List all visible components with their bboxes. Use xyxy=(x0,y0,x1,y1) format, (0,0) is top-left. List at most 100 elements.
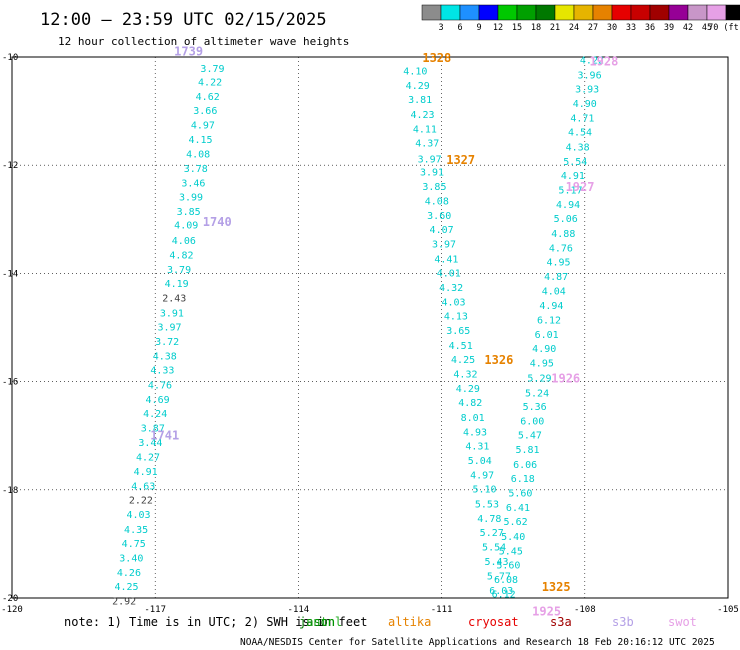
wave-height-value: 4.97 xyxy=(191,121,215,132)
colorbar-label: 30 xyxy=(607,23,617,33)
wave-height-value: 4.08 xyxy=(425,196,449,207)
pass-time-labels: 1739 1740 1741 1328 1327 1326 1325 1928 1927 1926… xyxy=(150,45,618,619)
legend-cryosat: cryosat xyxy=(468,615,519,629)
wave-height-value: 4.94 xyxy=(556,200,580,211)
wave-height-value: 3.97 xyxy=(432,240,456,251)
pass-time-label: 1926 xyxy=(551,371,580,385)
y-tick-label: -14 xyxy=(2,269,18,279)
colorbar-swatch xyxy=(649,4,670,21)
wave-height-value: 4.33 xyxy=(150,366,174,377)
colorbar-swatch xyxy=(516,4,537,21)
colorbar-swatch xyxy=(535,4,556,21)
x-tick-label: -111 xyxy=(431,605,453,615)
colorbar-label: 21 xyxy=(550,23,560,33)
colorbar-swatch xyxy=(478,4,499,21)
wave-height-value: 3.91 xyxy=(160,308,184,319)
wave-height-value: 4.95 xyxy=(546,257,570,268)
wave-height-value: 4.32 xyxy=(439,283,463,294)
wave-height-value: 3.93 xyxy=(575,84,599,95)
colorbar-swatch xyxy=(725,4,740,21)
wave-height-value: 6.12 xyxy=(492,590,516,601)
wave-height-value: 5.81 xyxy=(515,445,539,456)
wave-height-value: 5.60 xyxy=(496,560,520,571)
colorbar-swatch xyxy=(421,4,442,21)
footnote: note: 1) Time is in UTC; 2) SWH is in fe… xyxy=(64,615,367,629)
axis-ticks: -120 -117 -114 -111 -108 -105 -10 -12 -14 -16 -18 -… xyxy=(1,53,739,615)
colorbar-label: 12 xyxy=(493,23,503,33)
wave-height-value: 6.08 xyxy=(494,575,518,586)
colorbar-label: 24 xyxy=(569,23,579,33)
colorbar-swatch xyxy=(459,4,480,21)
wave-height-value: 4.82 xyxy=(169,250,193,261)
wave-height-value: 4.07 xyxy=(430,225,454,236)
wave-height-value: 6.18 xyxy=(511,474,535,485)
wave-height-value: 4.01 xyxy=(437,268,461,279)
colorbar-label: 27 xyxy=(588,23,598,33)
wave-height-value: 4.94 xyxy=(539,301,563,312)
wave-height-value: 4.08 xyxy=(186,149,210,160)
wave-height-value: 3.78 xyxy=(184,164,208,175)
wave-height-value: 4.10 xyxy=(403,67,427,78)
wave-height-value: 3.97 xyxy=(418,155,442,166)
colorbar-label: 42 xyxy=(683,23,693,33)
wave-height-value: 2.43 xyxy=(162,294,186,305)
wave-height-value: 4.11 xyxy=(413,124,437,135)
wave-height-value: 4.41 xyxy=(434,254,458,265)
wave-height-value: 5.29 xyxy=(527,373,551,384)
colorbar-label: 45 xyxy=(702,23,712,33)
wave-height-value: 4.63 xyxy=(131,481,155,492)
wave-height-value: 3.99 xyxy=(179,193,203,204)
wave-height-value: 3.85 xyxy=(422,182,446,193)
wave-height-value: 4.54 xyxy=(568,128,592,139)
wave-height-value: 2.22 xyxy=(129,496,153,507)
wave-height-value: 4.26 xyxy=(117,568,141,579)
wave-height-value: 4.90 xyxy=(532,344,556,355)
wave-height-value: 5.54 xyxy=(563,157,587,168)
wave-height-value: 3.66 xyxy=(193,106,217,117)
wave-height-value: 4.27 xyxy=(136,452,160,463)
wave-height-value: 6.00 xyxy=(520,417,544,428)
wave-height-value: 4.09 xyxy=(174,221,198,232)
wave-height-value: 4.29 xyxy=(406,81,430,92)
wave-height-value: 5.53 xyxy=(475,499,499,510)
wave-height-value: 5.04 xyxy=(468,456,492,467)
colorbar-swatch xyxy=(497,4,518,21)
colorbar-label: 6 xyxy=(457,23,462,33)
colorbar-label: 9 xyxy=(476,23,481,33)
wave-height-value: 3.97 xyxy=(157,322,181,333)
colorbar-swatch xyxy=(630,4,651,21)
colorbar-label: 18 xyxy=(531,23,541,33)
wave-height-value: 4.69 xyxy=(146,395,170,406)
wave-height-value: 4.91 xyxy=(561,171,585,182)
y-tick-label: -16 xyxy=(2,378,18,388)
wave-height-value: 6.01 xyxy=(535,330,559,341)
colorbar-label: 36 xyxy=(645,23,655,33)
wave-height-value: 5.17 xyxy=(558,186,582,197)
wave-height-value: 6.06 xyxy=(513,460,537,471)
colorbar-swatch xyxy=(706,4,727,21)
wave-height-value: 4.51 xyxy=(449,341,473,352)
pass-time-label: 1325 xyxy=(542,580,571,594)
wave-height-value: 6.41 xyxy=(506,503,530,514)
y-tick-label: -18 xyxy=(2,486,18,496)
colorbar-swatch xyxy=(440,4,461,21)
pass-time-label: 1327 xyxy=(446,153,475,167)
wave-height-value: 2.92 xyxy=(112,597,136,608)
chart-subtitle: 12 hour collection of altimeter wave hei… xyxy=(58,35,349,48)
x-tick-label: -114 xyxy=(288,605,310,615)
wave-height-value: 5.60 xyxy=(508,489,532,500)
wave-height-value: 5.54 xyxy=(482,543,506,554)
wave-height-value: 4.76 xyxy=(549,243,573,254)
wave-height-value: 4.93 xyxy=(463,427,487,438)
pass-time-label: 1927 xyxy=(566,180,595,194)
colorbar-label: 39 xyxy=(664,23,674,33)
wave-height-value: 4.37 xyxy=(415,138,439,149)
wave-height-value: 4.71 xyxy=(570,114,594,125)
pass-time-label: 1326 xyxy=(484,353,513,367)
pass-time-label: 1928 xyxy=(589,54,618,68)
wave-height-value: 4.25 xyxy=(115,582,139,593)
wave-height-value: 5.27 xyxy=(480,528,504,539)
wave-height-value: 3.79 xyxy=(200,64,224,75)
wave-height-value: 5.06 xyxy=(554,214,578,225)
wave-height-value: 3.65 xyxy=(446,326,470,337)
